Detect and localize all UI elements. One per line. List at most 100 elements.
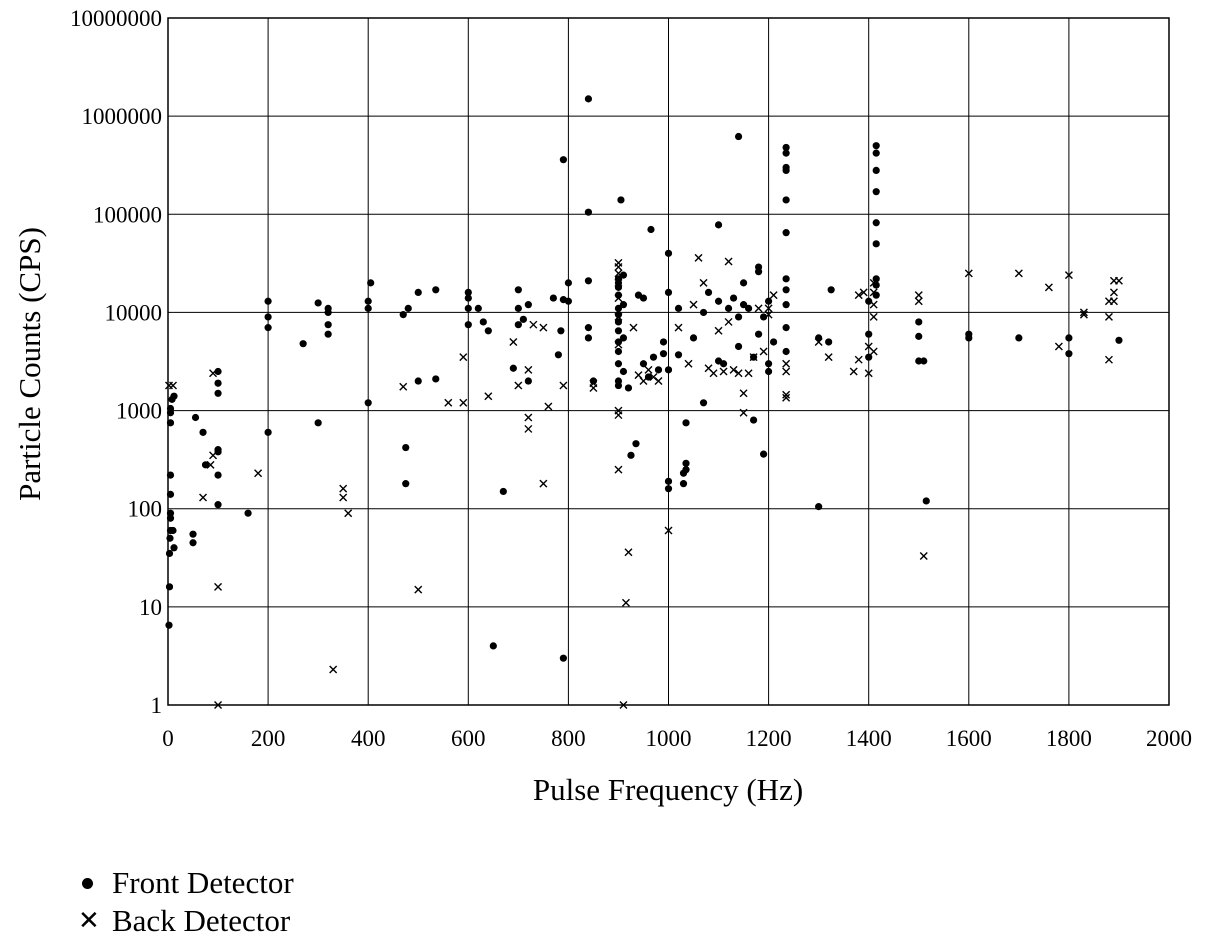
- y-tick-label: 1000000: [82, 104, 163, 129]
- front-detector-point: [560, 156, 567, 163]
- front-detector-point: [315, 299, 322, 306]
- front-detector-point: [682, 466, 689, 473]
- back-detector-point: [415, 586, 422, 593]
- front-detector-point: [770, 338, 777, 345]
- legend: Front Detector ✕ Back Detector: [78, 864, 294, 940]
- back-detector-point: [783, 360, 790, 367]
- y-tick-label: 100000: [93, 202, 162, 227]
- front-detector-point: [675, 351, 682, 358]
- back-detector-point: [215, 583, 222, 590]
- front-detector-point: [170, 393, 177, 400]
- back-detector-point: [345, 510, 352, 517]
- front-detector-point: [166, 583, 173, 590]
- back-detector-point: [460, 354, 467, 361]
- front-detector-point: [585, 334, 592, 341]
- back-detector-point: [255, 470, 262, 477]
- front-detector-point: [265, 429, 272, 436]
- front-detector-point: [682, 460, 689, 467]
- front-detector-point: [665, 250, 672, 257]
- legend-label-back: Back Detector: [112, 903, 290, 939]
- front-detector-point: [475, 305, 482, 312]
- back-detector-point: [560, 382, 567, 389]
- front-detector-point: [244, 510, 251, 517]
- back-detector-point: [622, 599, 629, 606]
- x-tick-label: 1800: [1046, 726, 1092, 751]
- back-detector-point: [400, 383, 407, 390]
- back-detector-point: [615, 466, 622, 473]
- front-detector-point: [615, 327, 622, 334]
- x-tick-label: 1400: [846, 726, 892, 751]
- front-detector-point: [873, 188, 880, 195]
- front-detector-point: [765, 360, 772, 367]
- front-detector-point: [365, 399, 372, 406]
- back-detector-point: [515, 382, 522, 389]
- front-detector-point: [515, 286, 522, 293]
- front-detector-point: [750, 416, 757, 423]
- front-detector-point: [565, 298, 572, 305]
- front-detector-point: [873, 219, 880, 226]
- back-detector-point: [1105, 356, 1112, 363]
- back-detector-point: [825, 354, 832, 361]
- back-detector-point: [695, 254, 702, 261]
- back-detector-point: [745, 370, 752, 377]
- front-detector-point: [432, 375, 439, 382]
- front-detector-point: [167, 510, 174, 517]
- x-tick-label: 200: [251, 726, 286, 751]
- front-detector-point: [510, 365, 517, 372]
- front-detector-point: [415, 377, 422, 384]
- front-detector-point: [402, 480, 409, 487]
- front-detector-point: [485, 327, 492, 334]
- front-detector-point: [167, 419, 174, 426]
- front-detector-point: [560, 655, 567, 662]
- front-detector-point: [783, 324, 790, 331]
- back-detector-point: [915, 298, 922, 305]
- front-detector-point: [783, 348, 790, 355]
- front-detector-point: [615, 348, 622, 355]
- back-detector-point: [770, 292, 777, 299]
- back-detector-point: [740, 390, 747, 397]
- front-detector-point: [715, 221, 722, 228]
- front-detector-point: [169, 527, 176, 534]
- back-detector-point: [710, 370, 717, 377]
- front-detector-point: [783, 286, 790, 293]
- back-detector-point: [783, 368, 790, 375]
- x-tick-label: 400: [351, 726, 386, 751]
- front-detector-point: [515, 321, 522, 328]
- front-detector-point: [365, 298, 372, 305]
- back-detector-point: [725, 258, 732, 265]
- front-detector-point: [325, 331, 332, 338]
- front-detector-point: [965, 331, 972, 338]
- front-detector-point: [715, 298, 722, 305]
- front-detector-point: [765, 368, 772, 375]
- data-points: [165, 95, 1122, 708]
- back-detector-point: [540, 480, 547, 487]
- front-detector-point: [214, 472, 221, 479]
- front-detector-point: [755, 331, 762, 338]
- x-tick-label: 600: [451, 726, 486, 751]
- front-detector-point: [167, 405, 174, 412]
- dot-marker-icon: [78, 878, 112, 889]
- front-detector-point: [690, 334, 697, 341]
- back-detector-point: [170, 382, 177, 389]
- x-marker-icon: ✕: [78, 908, 112, 934]
- front-detector-point: [166, 550, 173, 557]
- front-detector-point: [655, 366, 662, 373]
- back-detector-point: [915, 292, 922, 299]
- front-detector-point: [783, 144, 790, 151]
- front-detector-point: [167, 472, 174, 479]
- back-detector-point: [755, 305, 762, 312]
- front-detector-point: [400, 311, 407, 318]
- front-detector-point: [760, 451, 767, 458]
- back-detector-point: [700, 279, 707, 286]
- front-detector-point: [199, 429, 206, 436]
- front-detector-point: [402, 444, 409, 451]
- back-detector-point: [340, 494, 347, 501]
- front-detector-point: [873, 150, 880, 157]
- back-detector-point: [200, 494, 207, 501]
- back-detector-point: [675, 324, 682, 331]
- back-detector-point: [630, 324, 637, 331]
- front-detector-point: [783, 301, 790, 308]
- back-detector-point: [690, 301, 697, 308]
- x-tick-label: 1200: [746, 726, 792, 751]
- front-detector-point: [873, 142, 880, 149]
